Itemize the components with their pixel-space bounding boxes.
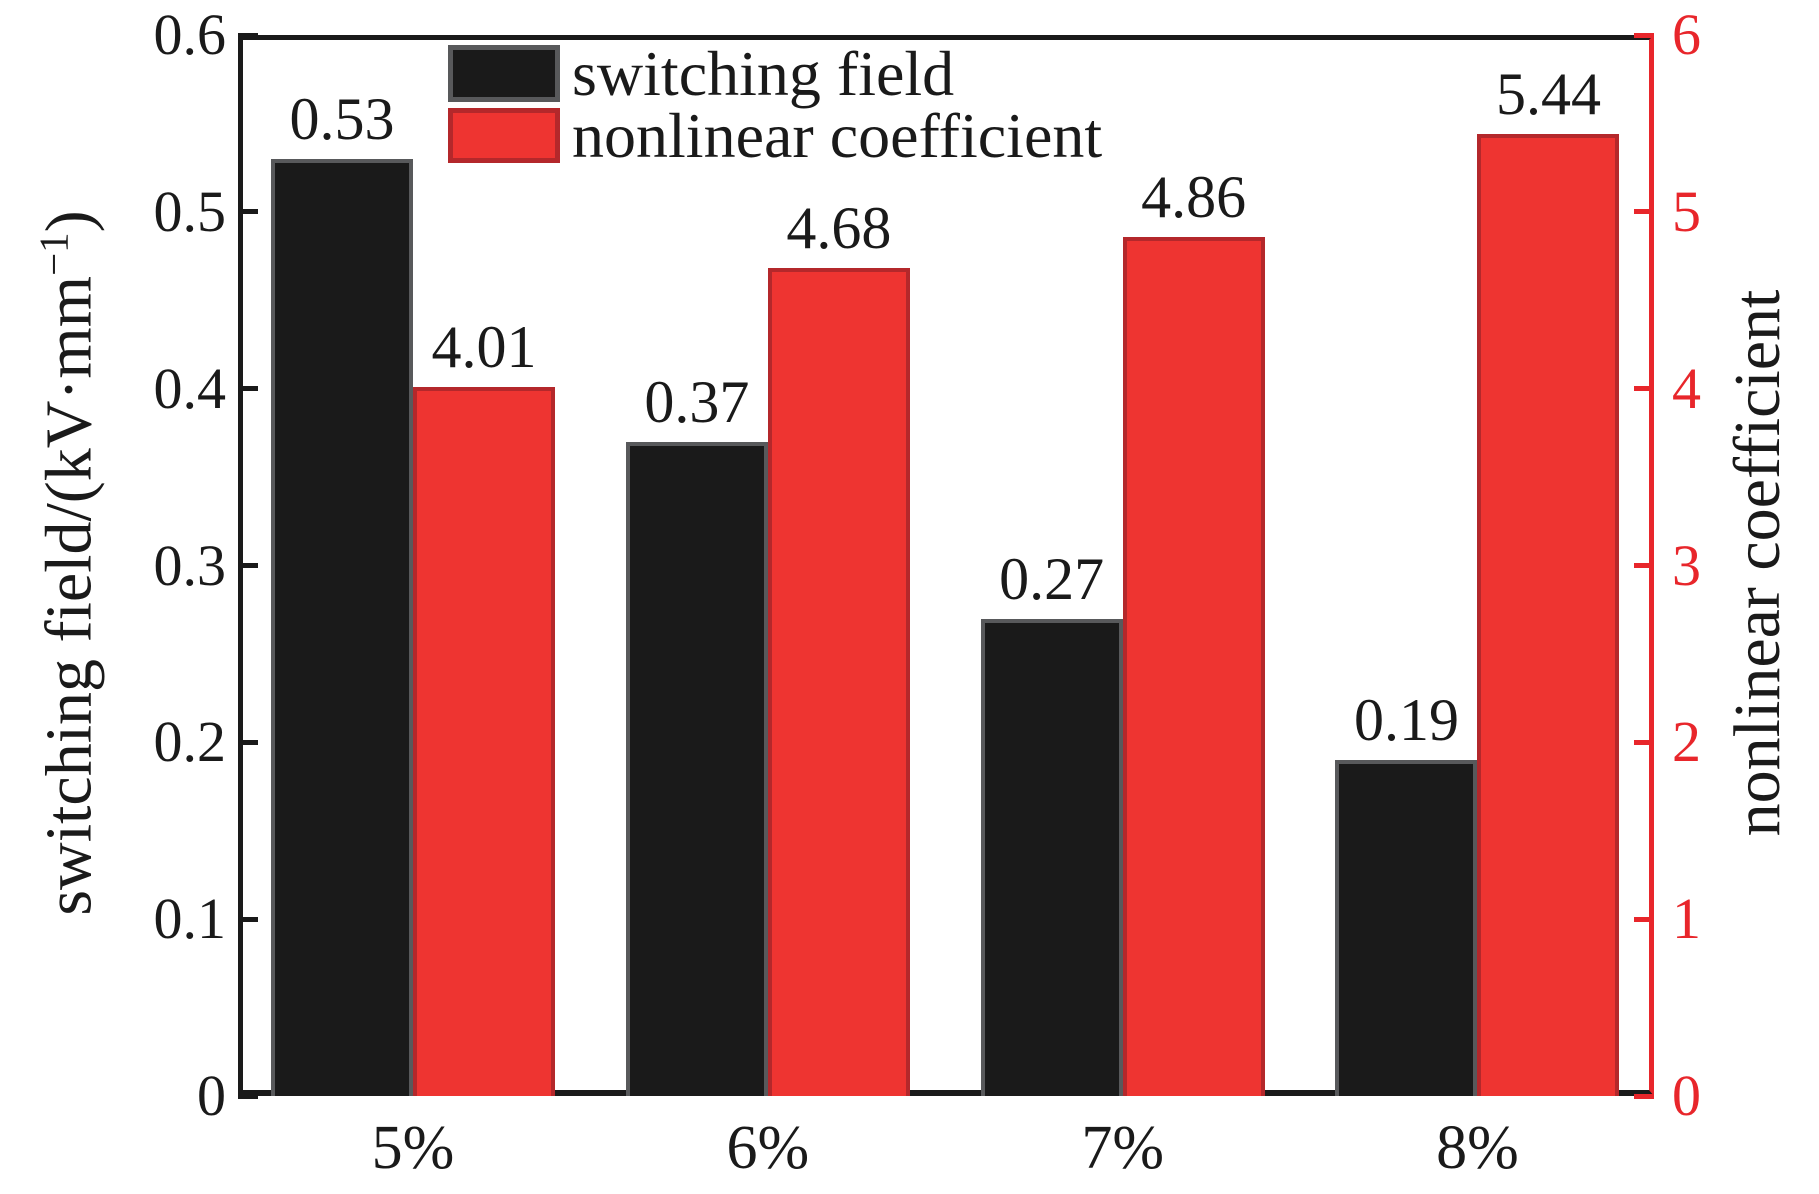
bar-value-label: 4.68 xyxy=(786,195,892,262)
plot-area: switching field nonlinear coefficient 0.… xyxy=(238,32,1654,1099)
right-axis-tick-label: 5 xyxy=(1672,178,1701,244)
left-axis-tick xyxy=(238,563,258,568)
left-axis-tick-label: 0.1 xyxy=(153,886,227,952)
right-axis-tick xyxy=(1634,1093,1654,1099)
bar-switching-field-5% xyxy=(271,158,413,1096)
legend-label-switching-field: switching field xyxy=(572,38,955,109)
bar-value-label: 0.53 xyxy=(289,85,395,152)
left-axis-tick xyxy=(238,739,258,745)
bar-switching-field-6% xyxy=(625,441,768,1096)
bar-value-label: 5.44 xyxy=(1495,61,1601,128)
legend-label-nonlinear-coefficient: nonlinear coefficient xyxy=(572,100,1103,171)
right-axis-tick-label: 6 xyxy=(1672,2,1701,67)
right-axis-tick xyxy=(1634,739,1654,745)
bar-value-label: 0.37 xyxy=(644,368,750,435)
x-axis-tick-label-7%: 7% xyxy=(1081,1114,1164,1182)
bar-switching-field-7% xyxy=(980,618,1123,1096)
right-axis-tick xyxy=(1634,916,1654,922)
bar-nonlinear-coefficient-6% xyxy=(767,268,910,1096)
bar-switching-field-8% xyxy=(1335,760,1478,1096)
right-axis-tick xyxy=(1634,209,1654,215)
right-axis-tick-label: 0 xyxy=(1672,1063,1701,1128)
right-axis-tick xyxy=(1634,563,1654,568)
left-axis-tick xyxy=(238,32,258,38)
left-axis-tick-label: 0.2 xyxy=(153,709,227,775)
bar-value-label: 0.27 xyxy=(999,545,1105,612)
right-axis-tick-label: 4 xyxy=(1672,355,1701,421)
left-axis-tick xyxy=(238,386,258,392)
left-axis-tick-label: 0 xyxy=(197,1063,226,1128)
left-axis-tick-label: 0.6 xyxy=(153,2,227,67)
left-axis-tick xyxy=(238,1093,258,1099)
x-axis-tick-label-6%: 6% xyxy=(726,1114,810,1182)
left-axis-tick-label: 0.3 xyxy=(153,532,227,598)
bar-nonlinear-coefficient-5% xyxy=(413,386,555,1096)
right-axis-tick xyxy=(1634,32,1654,38)
left-axis-tick-label: 0.4 xyxy=(153,355,227,421)
right-axis-tick xyxy=(1634,386,1654,392)
left-axis-tick-label: 0.5 xyxy=(153,178,227,244)
bar-nonlinear-coefficient-7% xyxy=(1122,236,1265,1096)
x-axis-tick-label-5%: 5% xyxy=(371,1114,455,1182)
left-axis-tick xyxy=(238,916,258,922)
right-axis-tick-label: 1 xyxy=(1672,886,1701,952)
legend-swatch-switching-field xyxy=(448,45,560,102)
right-axis-tick-label: 2 xyxy=(1672,709,1701,775)
left-axis-tick xyxy=(238,209,258,215)
x-axis-tick-label-8%: 8% xyxy=(1436,1114,1519,1182)
bar-value-label: 4.86 xyxy=(1141,163,1247,230)
bar-nonlinear-coefficient-8% xyxy=(1477,134,1620,1096)
bar-value-label: 4.01 xyxy=(431,313,537,380)
right-axis-tick-label: 3 xyxy=(1672,532,1701,598)
bar-value-label: 0.19 xyxy=(1353,687,1459,754)
legend-swatch-nonlinear-coefficient xyxy=(448,108,560,163)
